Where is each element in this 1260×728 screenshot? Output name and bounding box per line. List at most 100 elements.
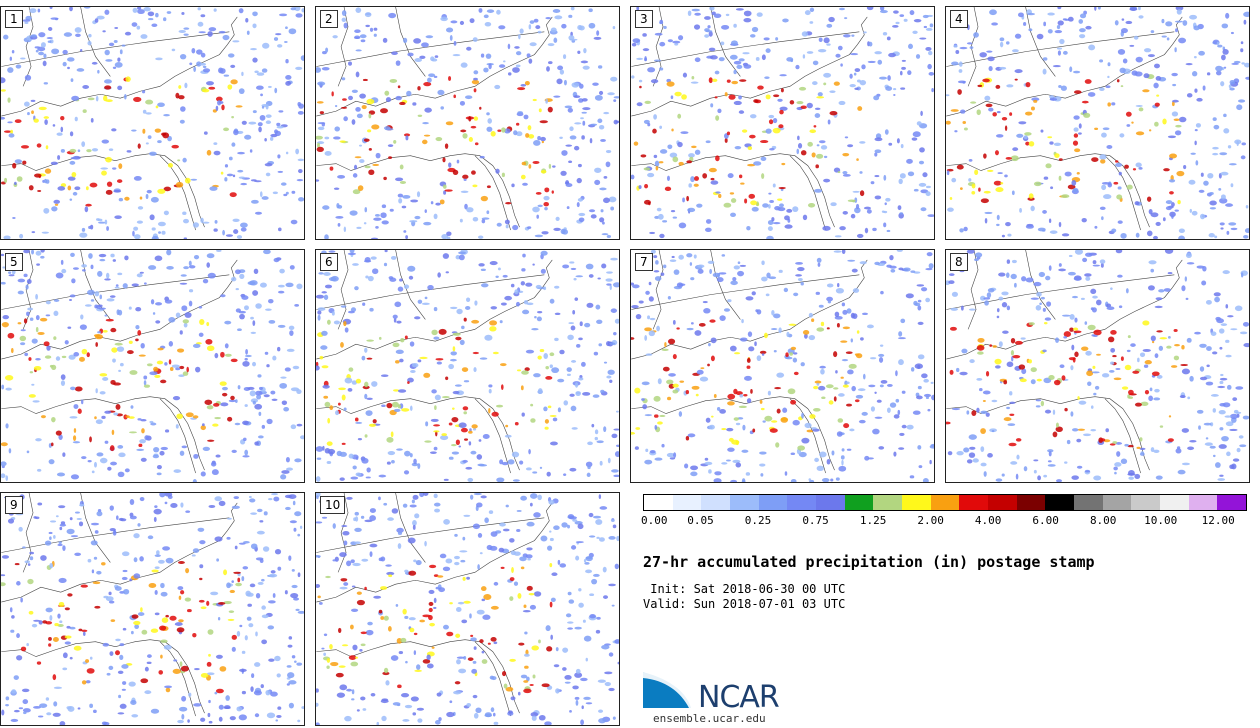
precip-cell — [1115, 367, 1121, 370]
precip-cell — [383, 502, 388, 506]
precip-cell — [1183, 164, 1187, 170]
precip-cell — [708, 469, 712, 474]
colorbar-swatch — [758, 495, 788, 510]
precip-cell — [89, 703, 94, 709]
precip-cell — [445, 121, 454, 126]
precip-cell — [222, 386, 228, 391]
precip-cell — [1025, 111, 1033, 116]
precip-cell — [117, 445, 124, 449]
precip-cell — [1175, 448, 1182, 454]
precip-cell — [813, 408, 821, 412]
precip-cell — [8, 448, 12, 454]
precip-cell — [533, 373, 541, 378]
precip-cell — [850, 338, 853, 343]
precip-cell — [1057, 20, 1064, 26]
precip-cell — [140, 342, 145, 349]
precip-cell — [895, 398, 900, 403]
precip-cell — [179, 53, 187, 60]
precip-cell — [321, 516, 328, 519]
precip-colorbar — [643, 494, 1247, 511]
precip-cell — [263, 250, 271, 255]
precip-cell — [343, 22, 348, 29]
precip-cell — [1245, 204, 1249, 209]
precip-cell — [540, 136, 546, 142]
precip-cell — [413, 632, 418, 636]
precip-cell — [40, 255, 45, 259]
precip-cell — [1154, 102, 1160, 107]
precip-cell — [878, 446, 885, 450]
precip-cell — [160, 639, 168, 644]
precip-cell — [734, 146, 742, 150]
precip-cell — [713, 478, 722, 482]
precip-cell — [261, 68, 268, 73]
precip-cell — [270, 133, 278, 138]
precip-cell — [220, 402, 229, 407]
precip-cell — [461, 619, 468, 624]
precip-cell — [153, 447, 160, 453]
precip-cell — [656, 325, 660, 332]
precip-cell — [793, 371, 799, 376]
precip-cell — [717, 108, 722, 114]
precip-cell — [283, 193, 288, 197]
precip-cell — [741, 479, 746, 482]
precip-cell — [517, 593, 522, 599]
precip-cell — [178, 706, 188, 712]
precip-cell — [348, 61, 352, 66]
precip-map — [316, 250, 619, 482]
precip-cell — [855, 394, 864, 399]
precip-cell — [1219, 197, 1228, 204]
precip-cell — [826, 43, 831, 46]
precip-cell — [635, 314, 642, 320]
precip-cell — [59, 523, 67, 527]
precip-cell — [509, 658, 516, 662]
precip-cell — [363, 259, 372, 263]
precip-cell — [816, 257, 822, 263]
precip-cell — [511, 567, 514, 574]
precip-cell — [1204, 442, 1213, 446]
precip-cell — [567, 334, 574, 341]
precip-cell — [1206, 364, 1210, 368]
precip-cell — [549, 364, 553, 369]
precip-cell — [823, 178, 831, 183]
precip-cell — [605, 278, 613, 282]
precip-cell — [466, 576, 470, 580]
precip-cell — [277, 566, 282, 571]
precip-cell — [1233, 409, 1239, 414]
precip-cell — [642, 33, 647, 37]
precip-cell — [460, 62, 468, 68]
precip-cell — [127, 350, 134, 355]
precip-cell — [56, 132, 63, 136]
precip-cell — [271, 493, 279, 496]
precip-cell — [874, 261, 881, 266]
precip-cell — [817, 49, 827, 53]
precip-cell — [804, 333, 808, 339]
precip-cell — [132, 230, 135, 237]
precip-cell — [45, 300, 51, 305]
precip-cell — [748, 193, 756, 199]
precip-cell — [206, 81, 214, 86]
precip-cell — [522, 609, 531, 613]
precip-cell — [761, 276, 768, 282]
precip-cell — [851, 385, 856, 392]
precip-cell — [654, 32, 663, 36]
precip-cell — [220, 171, 224, 175]
precip-cell — [949, 326, 957, 331]
precip-cell — [1215, 65, 1223, 72]
precip-cell — [1238, 435, 1244, 439]
precip-cell — [1092, 295, 1098, 299]
precip-cell — [223, 706, 231, 710]
precip-cell — [1052, 409, 1056, 415]
precip-cell — [477, 564, 480, 570]
precip-cell — [543, 202, 549, 207]
precip-cell — [450, 351, 457, 356]
precip-cell — [108, 591, 112, 596]
precip-cell — [476, 502, 483, 508]
precip-cell — [953, 44, 958, 48]
precip-cell — [519, 556, 527, 562]
precip-cell — [1024, 132, 1032, 136]
precip-cell — [1156, 94, 1160, 97]
precip-cell — [588, 274, 594, 278]
precip-cell — [524, 80, 530, 86]
precip-cell — [714, 96, 718, 99]
precip-cell — [199, 319, 205, 325]
